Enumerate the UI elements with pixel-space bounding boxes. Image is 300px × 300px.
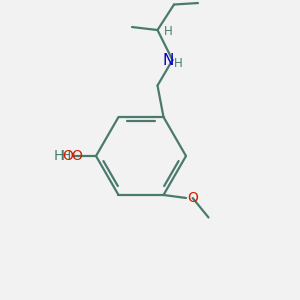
Text: N: N <box>162 52 174 68</box>
Text: H: H <box>61 149 71 163</box>
Text: O: O <box>63 149 74 163</box>
Text: H: H <box>174 57 183 70</box>
Text: O: O <box>71 149 82 163</box>
Text: O: O <box>188 191 198 205</box>
Text: H: H <box>53 149 64 163</box>
Text: H: H <box>164 25 172 38</box>
